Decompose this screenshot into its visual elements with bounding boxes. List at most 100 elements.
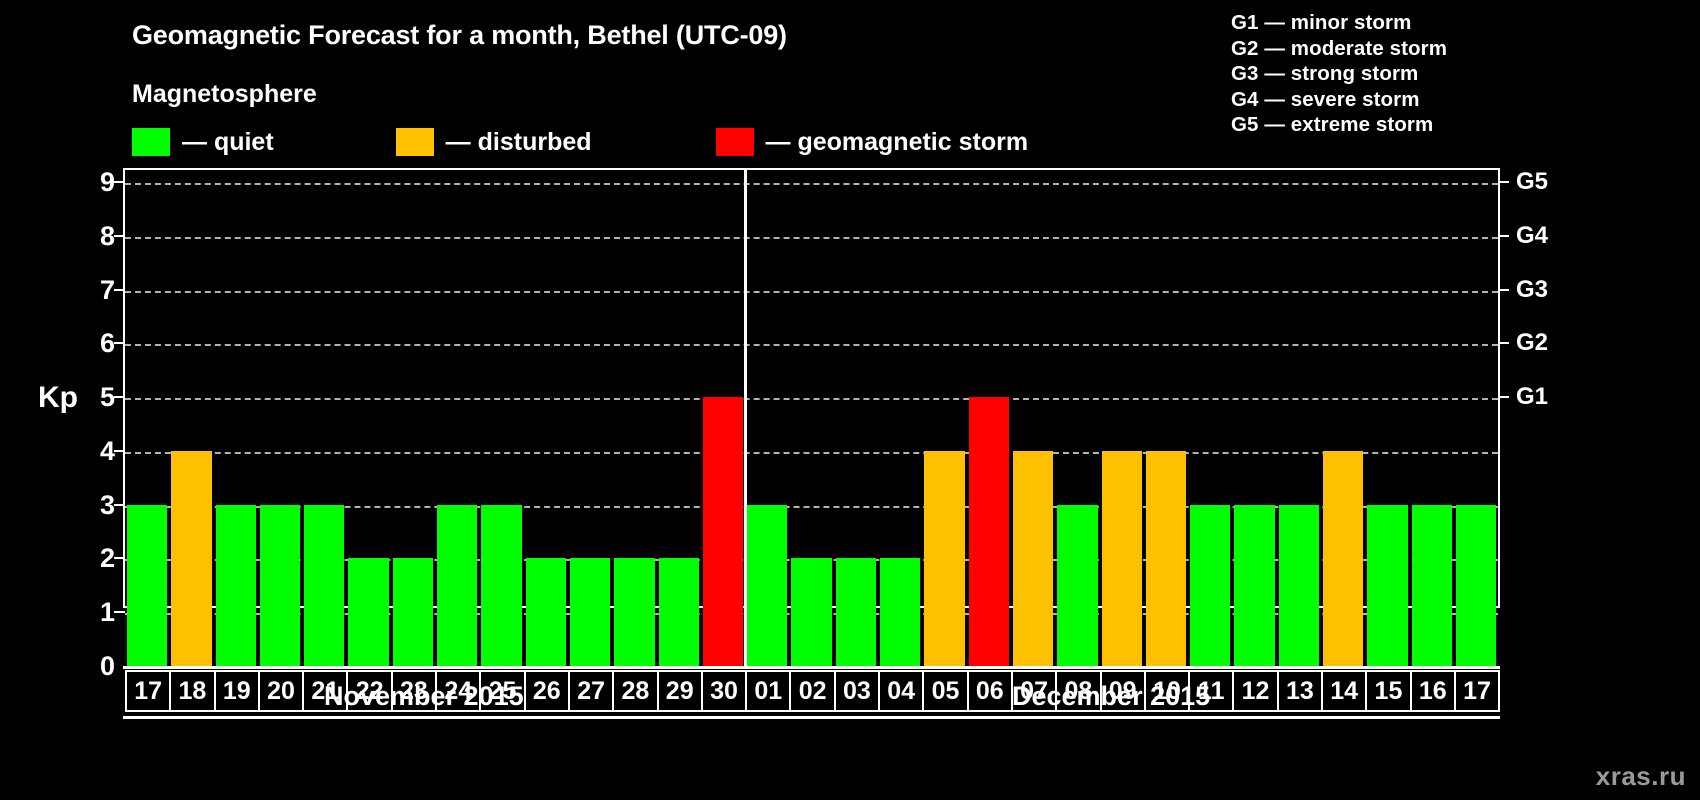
- y-tick-mark-3: [114, 503, 125, 506]
- bar-column: [258, 170, 302, 666]
- bar-22: [348, 558, 389, 666]
- bar-06: [968, 397, 1009, 666]
- gridline-kp-3: [125, 505, 1498, 508]
- bar-27: [569, 558, 611, 666]
- date-cell-13: 30: [700, 670, 748, 712]
- bar-column: [391, 170, 435, 666]
- bar-20: [259, 504, 301, 666]
- bar-24: [437, 504, 478, 666]
- bar-18: [171, 450, 212, 666]
- legend-item-label: — quiet: [182, 127, 274, 156]
- bar-column: [878, 170, 922, 666]
- bar-column: [524, 170, 568, 666]
- bar-28: [614, 558, 655, 666]
- legend-item-2: — geomagnetic storm: [715, 128, 1028, 157]
- y-tick-mark-6: [114, 342, 125, 345]
- bar-column: [1188, 170, 1232, 666]
- g-tick-mark-g1: [1498, 396, 1509, 399]
- g-tick-mark-g5: [1498, 181, 1509, 183]
- bar-12: [1234, 504, 1275, 666]
- date-cell-12: 29: [656, 670, 703, 712]
- bar-column: [125, 170, 169, 666]
- bar-column: [435, 170, 479, 666]
- bar-13: [1278, 504, 1320, 666]
- bar-column: [789, 170, 833, 666]
- bar-23: [392, 558, 434, 666]
- month-caption-november: November 2015: [324, 681, 524, 711]
- g-tick-mark-g2: [1498, 342, 1509, 345]
- date-cell-1: 18: [169, 670, 216, 712]
- bar-17: [1455, 504, 1497, 666]
- date-cell-14: 01: [745, 670, 792, 712]
- bar-column: [1321, 170, 1365, 666]
- bar-column: [1100, 170, 1144, 666]
- bar-02: [791, 558, 832, 666]
- legend-item-1: — disturbed: [395, 128, 592, 157]
- date-cell-28: 15: [1365, 670, 1412, 712]
- bar-column: [214, 170, 258, 666]
- magnetosphere-legend: — quiet — disturbed — geomagnetic storm: [132, 126, 1028, 158]
- gridline-kp-6: [125, 344, 1498, 347]
- y-tick-mark-9: [114, 181, 125, 183]
- bar-column: [701, 170, 745, 666]
- bar-column: [922, 170, 966, 666]
- bar-21: [304, 504, 345, 666]
- y-tick-mark-5: [114, 396, 125, 399]
- bar-17: [127, 504, 168, 666]
- bar-column: [612, 170, 656, 666]
- storm-scale-item-g2: G2 — moderate storm: [1231, 36, 1448, 60]
- bar-04: [880, 558, 921, 666]
- date-cell-9: 26: [523, 670, 570, 712]
- bar-19: [215, 504, 256, 666]
- date-axis: 17 18 19 20 21 22 23 24 25 26 27 28 29 30 01 02 03 04 05 06…: [125, 670, 1501, 712]
- green-square-icon: [132, 128, 170, 156]
- gridline-kp-7: [125, 290, 1498, 293]
- chart-baseline: [123, 666, 1500, 669]
- date-cell-10: 27: [567, 670, 615, 712]
- bar-series: [125, 170, 1498, 666]
- date-cell-2: 19: [213, 670, 260, 712]
- gridline-kp-9: [125, 183, 1498, 185]
- bar-15: [1367, 504, 1408, 666]
- bar-column: [657, 170, 701, 666]
- date-cell-24: 11: [1188, 670, 1235, 712]
- date-cell-18: 05: [922, 670, 969, 712]
- date-cell-11: 28: [612, 670, 659, 712]
- bar-column: [1410, 170, 1454, 666]
- date-cell-4: 21: [302, 670, 349, 712]
- date-cell-23: 10: [1143, 670, 1191, 712]
- date-cell-3: 20: [257, 670, 305, 712]
- bar-10: [1145, 450, 1187, 666]
- bar-25: [481, 504, 522, 666]
- gridline-kp-4: [125, 451, 1498, 454]
- bar-column: [1144, 170, 1188, 666]
- date-cell-0: 17: [125, 670, 172, 712]
- bar-column: [302, 170, 346, 666]
- gridline-kp-5: [125, 398, 1498, 401]
- legend-item-0: — quiet: [132, 128, 274, 157]
- bar-09: [1101, 450, 1142, 666]
- date-cell-5: 22: [346, 670, 393, 712]
- storm-scale-item-g1: G1 — minor storm: [1231, 11, 1412, 34]
- date-cell-25: 12: [1232, 670, 1279, 712]
- bar-column: [1011, 170, 1055, 666]
- bar-05: [924, 450, 965, 666]
- y-axis-title: Kp: [38, 381, 78, 414]
- watermark: xras.ru: [1595, 761, 1686, 791]
- bar-03: [835, 558, 877, 666]
- month-separator: [744, 168, 748, 668]
- date-cell-27: 14: [1321, 670, 1368, 712]
- storm-scale-item-g4: G4 — severe storm: [1231, 87, 1420, 111]
- bar-column: [1365, 170, 1409, 666]
- bar-column: [967, 170, 1011, 666]
- date-cell-16: 03: [833, 670, 881, 712]
- date-cell-15: 02: [789, 670, 836, 712]
- axis-bottom-rule: [123, 716, 1500, 719]
- page-title: Geomagnetic Forecast for a month, Bethel…: [132, 20, 787, 50]
- y-tick-mark-4: [114, 449, 125, 452]
- bar-30: [702, 397, 744, 666]
- storm-scale-item-g3: G3 — strong storm: [1231, 62, 1419, 85]
- bar-column: [1055, 170, 1099, 666]
- date-cell-21: 08: [1055, 670, 1102, 712]
- orange-square-icon: [395, 128, 434, 156]
